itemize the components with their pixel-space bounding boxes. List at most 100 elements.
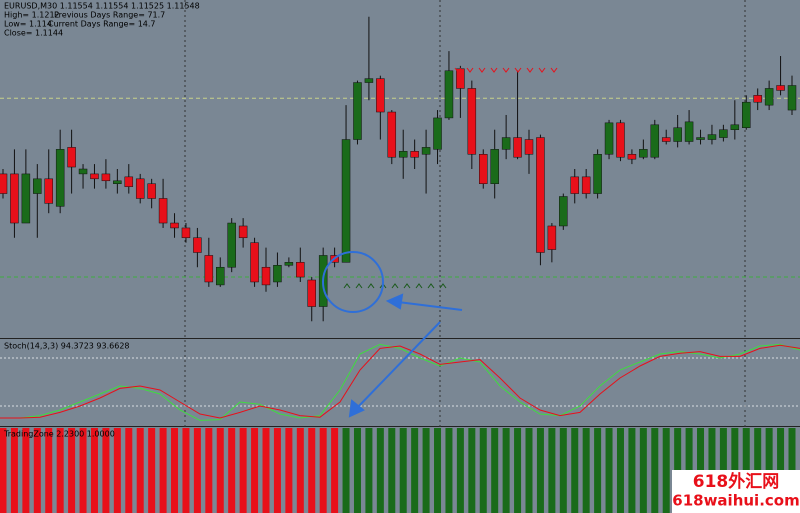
candle-body xyxy=(67,147,76,168)
candle-body xyxy=(284,262,294,266)
zone-bar xyxy=(22,428,30,513)
zone-bar xyxy=(273,428,281,513)
candle-body xyxy=(696,137,705,140)
zone-bar xyxy=(90,428,98,513)
candle-body xyxy=(273,265,282,283)
zone-bar xyxy=(594,428,602,513)
zone-bar xyxy=(353,428,361,513)
candle-body xyxy=(55,149,65,207)
candle-body xyxy=(44,178,53,204)
zone-bar xyxy=(399,428,407,513)
zone-bar xyxy=(79,428,87,513)
info-text: Low= 1.114 xyxy=(4,20,52,29)
candle-body xyxy=(467,88,477,155)
zone-bar xyxy=(10,428,18,513)
candle-body xyxy=(124,176,134,187)
zone-bar xyxy=(136,428,144,513)
info-text: Previous Days Range= 71.7 xyxy=(54,11,165,20)
candle-body xyxy=(181,227,191,239)
zone-bar xyxy=(559,428,567,513)
candle-body xyxy=(216,266,225,286)
candle-body xyxy=(639,149,648,158)
zone-bar xyxy=(525,428,533,513)
candle-body xyxy=(547,225,557,250)
highlight-circle xyxy=(322,251,384,313)
zone-bar xyxy=(491,428,499,513)
candle-body xyxy=(158,198,168,224)
zone-bar xyxy=(68,428,76,513)
zone-bar xyxy=(0,428,7,513)
candle-body xyxy=(673,127,682,142)
candle-body xyxy=(501,137,511,150)
candle-body xyxy=(707,134,717,140)
candle-body xyxy=(193,237,202,253)
candle-body xyxy=(341,139,351,263)
zone-bar xyxy=(422,428,430,513)
candle-body xyxy=(524,139,534,155)
info-text: High= 1.1212 xyxy=(4,11,60,20)
candle-body xyxy=(444,70,454,119)
stoch-line xyxy=(0,343,800,421)
zone-bar xyxy=(33,428,41,513)
candle-body xyxy=(387,111,397,158)
candle-body xyxy=(296,262,305,278)
zone-bar xyxy=(548,428,556,513)
zone-bar xyxy=(171,428,179,513)
info-text: Current Days Range= 14.7 xyxy=(48,20,156,29)
zone-bar xyxy=(616,428,624,513)
chart-title: EURUSD,M30 1.11554 1.11554 1.11525 1.115… xyxy=(4,2,200,11)
candle-body xyxy=(227,222,236,268)
zone-bar xyxy=(102,428,110,513)
zone-bar xyxy=(308,428,316,513)
zone-bar xyxy=(445,428,453,513)
candle-body xyxy=(78,168,88,175)
candle-body xyxy=(627,154,637,160)
zone-bar xyxy=(536,428,544,513)
zone-bar xyxy=(411,428,419,513)
zone-bar xyxy=(651,428,659,513)
candle-body xyxy=(238,225,248,239)
candle-body xyxy=(559,196,568,227)
candle-body xyxy=(764,88,774,106)
zone-bar xyxy=(456,428,464,513)
watermark-box xyxy=(672,470,800,513)
candle-body xyxy=(135,178,145,199)
signal-arrows xyxy=(343,283,447,289)
zone-bar xyxy=(285,428,293,513)
stoch-line xyxy=(0,344,800,419)
candle-body xyxy=(433,117,442,150)
zone-bar xyxy=(342,428,350,513)
zone-bar xyxy=(582,428,590,513)
zone-bar xyxy=(376,428,384,513)
zone-bar xyxy=(193,428,201,513)
zone-bar xyxy=(148,428,156,513)
zone-bar xyxy=(388,428,396,513)
candle-body xyxy=(536,137,545,253)
pointer-arrows xyxy=(348,293,463,418)
zone-bar xyxy=(662,428,670,513)
zone-bar xyxy=(331,428,339,513)
zone-bar xyxy=(468,428,476,513)
candle-body xyxy=(90,173,99,180)
candle-body xyxy=(147,183,156,199)
signal-arrows xyxy=(454,67,558,73)
zone-bar xyxy=(479,428,487,513)
panel-title: TradingZone 2.2300 1.0000 xyxy=(3,430,115,439)
candle-body xyxy=(479,154,488,184)
zone-bar xyxy=(605,428,613,513)
zone-bar xyxy=(571,428,579,513)
candle-body xyxy=(261,266,271,286)
zone-bar xyxy=(365,428,373,513)
candle-body xyxy=(10,173,19,224)
candle-body xyxy=(742,101,751,128)
candle-body xyxy=(616,122,625,158)
zone-bar xyxy=(182,428,190,513)
zone-bar xyxy=(228,428,236,513)
zone-bar xyxy=(56,428,64,513)
candle-body xyxy=(581,176,591,194)
zone-bar xyxy=(296,428,304,513)
zone-bar xyxy=(514,428,522,513)
candle-body xyxy=(684,121,694,142)
candle-body xyxy=(753,95,762,103)
